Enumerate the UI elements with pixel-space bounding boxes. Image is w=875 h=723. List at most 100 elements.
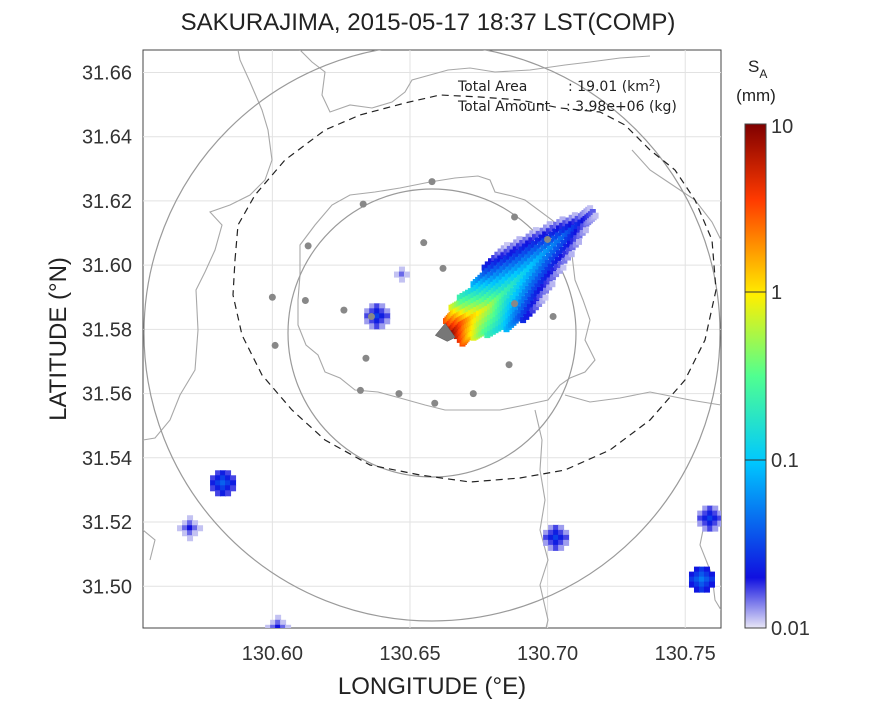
ash-cell-419 (550, 267, 557, 274)
isolated-echo-5-cell (553, 544, 560, 551)
ash-cell-264 (509, 295, 516, 302)
ash-cell-282 (521, 303, 527, 310)
ash-cell-243 (489, 275, 496, 282)
x-tick-labels: 130.60 130.65 130.70 130.75 (242, 643, 716, 665)
y-tick-label-5: 31.60 (82, 255, 132, 277)
ash-cell-380 (532, 265, 539, 272)
isolated-echo-0-cell (374, 308, 381, 315)
isolated-echo-6-cell (712, 525, 719, 532)
ash-cell-329 (536, 301, 543, 307)
isolated-echo-7-cell (708, 576, 715, 583)
isolated-echo-7-cell (688, 571, 695, 578)
ash-cell-369 (534, 276, 541, 283)
station-dot-6 (544, 235, 552, 243)
ash-cell-409 (549, 274, 556, 281)
ash-cell-370 (537, 280, 544, 287)
isolated-echo-6-cell (697, 520, 704, 527)
total-area-value: : 19.01 (km2) (568, 78, 661, 96)
ash-cell-438 (549, 249, 556, 256)
total-amount-label: Total Amount (457, 99, 551, 115)
isolated-echo-4-cell (280, 624, 287, 628)
ash-cell-444 (542, 231, 549, 238)
ash-cell-316 (500, 252, 507, 259)
ash-cell-350 (517, 260, 524, 267)
ash-cell-356 (534, 283, 541, 290)
totals-annotation: Total Area : 19.01 (km2) Total Amount : … (457, 78, 677, 116)
ash-cell-308 (516, 281, 523, 288)
ash-cell-309 (519, 285, 526, 292)
ash-cell-379 (529, 261, 536, 268)
isolated-echo-5-cell (553, 524, 560, 531)
ash-cell-446 (547, 238, 554, 245)
vent-marker (434, 322, 456, 342)
isolated-echo-5-cell (548, 534, 555, 541)
isolated-echo-0-cell (364, 308, 371, 315)
x-axis-label: LONGITUDE (°E) (338, 673, 526, 700)
ash-cell-279 (512, 291, 519, 298)
isolated-echo-0-cell (384, 313, 391, 320)
coastline (143, 50, 721, 628)
y-tick-label-3: 31.56 (82, 384, 132, 406)
ash-cell-263 (506, 291, 513, 298)
ash-cell-365 (523, 261, 530, 268)
ash-cell-289 (502, 270, 509, 276)
west-lower-coast (143, 529, 156, 561)
isolated-echo-1-cell (393, 271, 400, 278)
ash-cell-463 (552, 228, 559, 235)
ash-cell-245 (495, 283, 502, 290)
ash-cell-349 (515, 257, 521, 264)
ash-cell-367 (529, 268, 536, 275)
ash-cell-447 (550, 242, 557, 249)
ash-cell-347 (509, 249, 516, 256)
ash-cell-471 (555, 225, 562, 232)
isolated-echo-7-cell (703, 586, 710, 593)
ash-cell-285 (491, 255, 498, 261)
ash-cell-448 (553, 246, 560, 253)
ash-cell-415 (539, 252, 546, 259)
station-dot-7 (268, 293, 276, 301)
isolated-echo-3-cell (210, 480, 217, 487)
ash-cell-248 (503, 294, 510, 301)
ash-cell-253 (517, 313, 524, 320)
ash-cell-490 (576, 238, 582, 245)
isolated-echo-4-cell (280, 630, 286, 636)
ash-cell-352 (523, 268, 530, 275)
ash-cell-383 (540, 276, 547, 283)
isolated-echo-6-cell (702, 520, 709, 527)
ash-cell-456 (554, 239, 560, 246)
ash-cell-480 (564, 230, 571, 237)
ash-cell-262 (504, 287, 510, 294)
ash-cell-255 (484, 261, 491, 268)
ash-cell-251 (511, 305, 518, 312)
isolated-echo-6-cell (717, 510, 721, 517)
ash-cell-305 (508, 270, 515, 277)
total-amount-value: : 3.98e+06 (kg) (566, 99, 677, 115)
ash-cell-481 (567, 234, 574, 241)
ash-cell-441 (557, 260, 564, 267)
isolated-echo-5-cell (553, 539, 560, 546)
isolated-echo-0-cell (384, 318, 391, 325)
isolated-echo-5-cell (563, 529, 570, 536)
ash-cell-504 (580, 223, 587, 230)
isolated-echo-2-cell (182, 530, 189, 537)
ash-cell-428 (548, 256, 555, 263)
station-dot-13 (271, 341, 279, 349)
isolated-echo-7-cell (698, 581, 705, 588)
ash-cell-443 (539, 227, 546, 234)
ash-cell-501 (571, 212, 578, 219)
isolated-echo-3-cell (220, 475, 227, 482)
isolated-echo-5-cell (558, 534, 565, 541)
colorbar-tick-label-1: 1 (771, 282, 782, 304)
isolated-echo-3-cell (215, 470, 222, 477)
isolated-echo-6-cell (717, 520, 721, 527)
isolated-echo-3-cell (215, 480, 222, 487)
isolated-echo-2-cell (182, 525, 189, 532)
ash-cell-267 (517, 306, 524, 313)
ash-cell-488 (570, 231, 577, 238)
isolated-echo-5-cell (558, 529, 565, 536)
isolated-echo-1-cell (398, 271, 405, 278)
ash-cell-408 (547, 270, 554, 277)
x-tick-label-1: 130.65 (379, 643, 440, 665)
ash-cell-252 (514, 309, 521, 316)
station-dot-8 (301, 296, 309, 304)
